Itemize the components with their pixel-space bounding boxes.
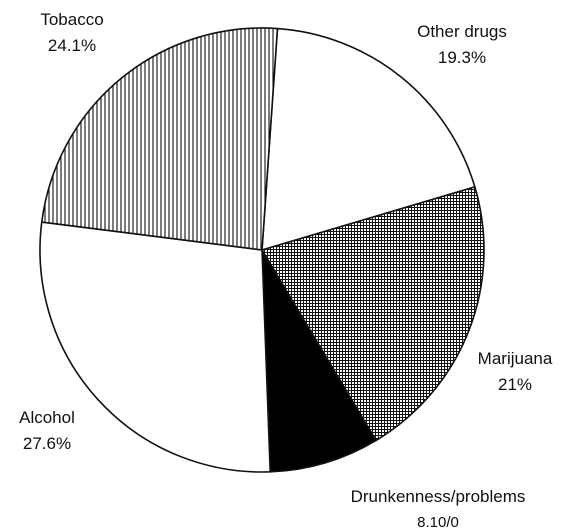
label-alcohol: Alcohol	[19, 408, 75, 427]
pie-slice-other-drugs	[261, 27, 476, 251]
value-drunkenness-problems: 8.10/0	[417, 514, 459, 531]
pie-slices	[39, 27, 485, 473]
pie-slice-drunkenness-problems	[261, 249, 377, 473]
pie-slice-alcohol	[39, 221, 272, 473]
value-alcohol: 27.6%	[23, 434, 71, 453]
value-other-drugs: 19.3%	[438, 48, 486, 67]
label-drunkenness-problems: Drunkenness/problems	[351, 487, 526, 506]
value-marijuana: 21%	[498, 375, 532, 394]
label-tobacco: Tobacco	[40, 10, 103, 29]
pie-labels: Other drugs 19.3% Marijuana 21% Drunkenn…	[19, 10, 553, 531]
label-other-drugs: Other drugs	[417, 22, 507, 41]
pie-slice-tobacco	[40, 27, 279, 251]
value-tobacco: 24.1%	[48, 36, 96, 55]
pie-slice-marijuana	[261, 186, 485, 442]
label-marijuana: Marijuana	[478, 349, 553, 368]
